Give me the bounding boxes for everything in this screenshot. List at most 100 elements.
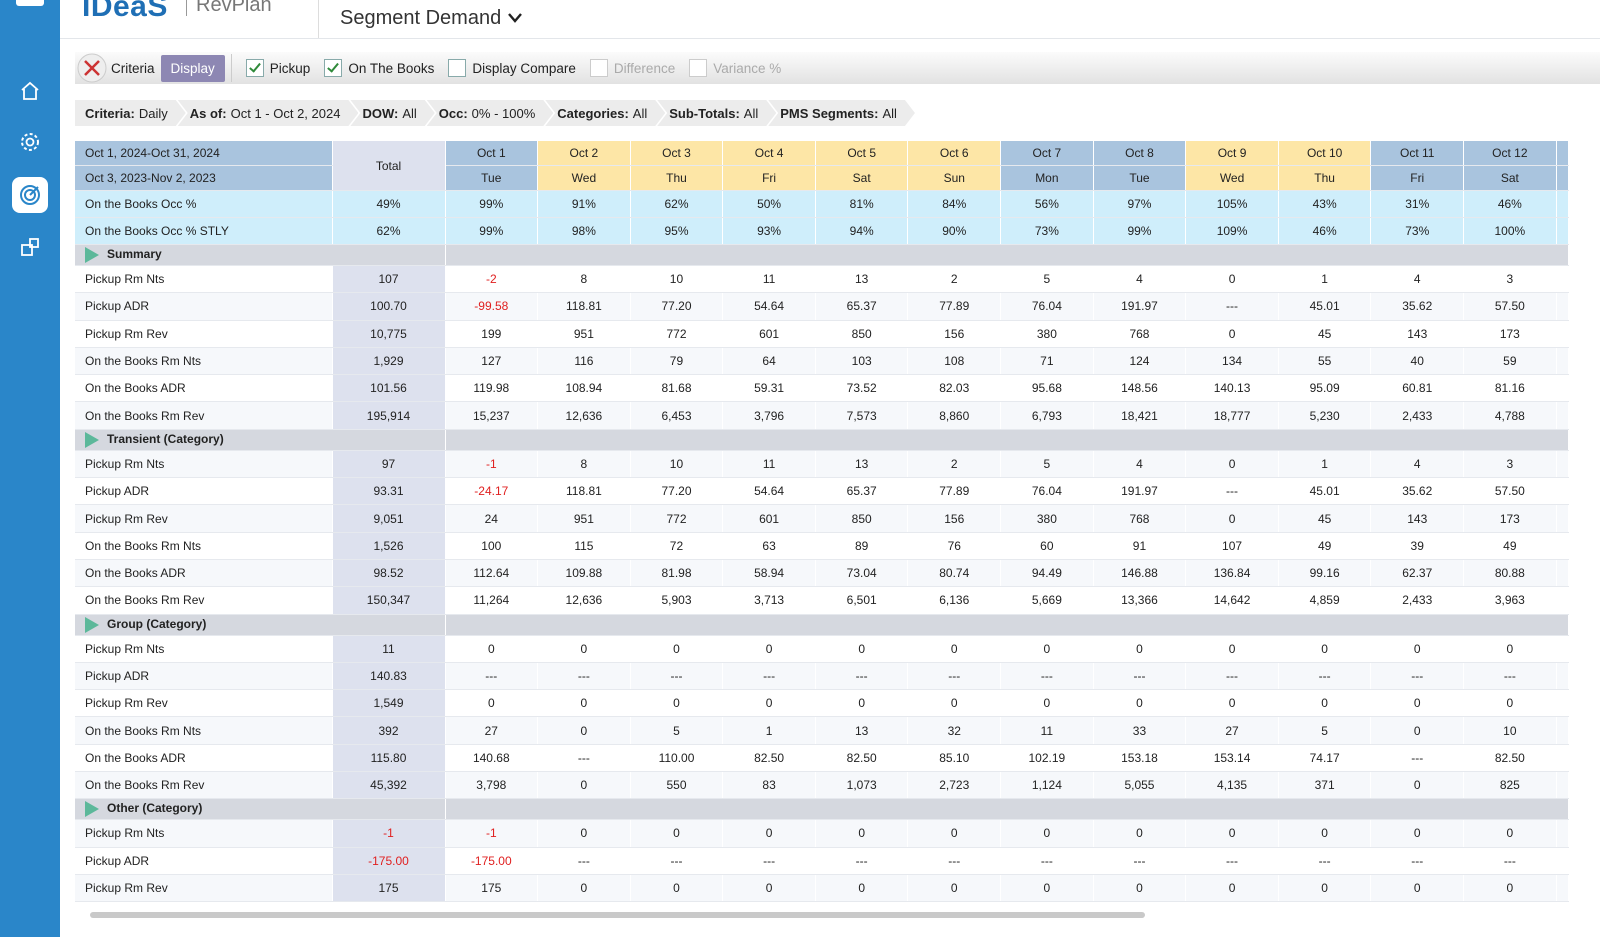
settings-icon[interactable] [12,124,48,160]
criteria-item[interactable]: As of: Oct 1 - Oct 2, 2024 [178,100,359,126]
value-cell: 0 [1185,635,1279,663]
scrollbar[interactable] [90,912,1145,918]
value-cell: 10 [1463,716,1557,745]
value-cell: 73.04 [815,559,909,588]
section-header[interactable]: Other (Category) [75,798,446,821]
row-label: Pickup Rm Nts [75,450,333,479]
value-cell: 90% [907,217,1002,245]
value-cell: 1,073 [815,771,909,800]
value-cell: 82.03 [907,374,1002,403]
tools-icon[interactable] [12,229,48,265]
value-cell: 45.01 [1278,477,1372,506]
value-cell: 4 [1093,450,1187,479]
value-cell: 550 [630,771,724,800]
value-cell: --- [1093,847,1187,875]
value-cell: 0 [1000,874,1094,903]
checkbox[interactable] [324,59,343,77]
day-of-week: Mon [1000,165,1094,191]
value-cell: 0 [1278,635,1372,663]
option[interactable]: Display Compare [448,59,576,77]
header-cell [1556,141,1569,166]
day-date: Oct 4 [722,141,816,166]
value-cell: 146.88 [1093,559,1187,588]
day-of-week: Thu [1278,165,1372,191]
logo: IDeaS [82,0,168,23]
section-name: Group (Category) [107,616,207,631]
value-cell: 3 [1463,450,1557,479]
value-cell: --- [630,662,724,691]
value-cell: 60 [1000,532,1094,560]
value-cell: 0 [815,874,909,903]
cell [1556,559,1569,588]
value-cell: 54.64 [722,292,816,321]
criteria-item[interactable]: Occ: 0% - 100% [427,100,554,126]
value-cell: 2 [907,265,1002,294]
value-cell: 5,903 [630,586,724,615]
criteria-key: PMS Segments: [780,105,879,121]
occupancy-row: On the Books Occ % 49% 99% 91% 62% 50% 81% 84% 5… [75,190,1569,218]
total-cell: 93.31 [332,477,446,506]
page-title[interactable]: Segment Demand [340,7,523,30]
row-label: Pickup Rm Nts [75,819,333,848]
value-cell: --- [1185,477,1279,506]
day-of-week: Fri [1370,165,1465,191]
cell [1556,477,1569,506]
row-label: Pickup ADR [75,662,333,691]
cell [1556,874,1569,903]
row-label: On the Books Rm Nts [75,532,333,560]
section-header[interactable]: Transient (Category) [75,429,446,451]
data-row: On the Books Rm Nts 392 27 0 5 1 13 32 11 33 27 5 0 1… [75,716,1569,745]
option-label: Display Compare [472,60,576,76]
value-cell: 371 [1278,771,1372,800]
criteria-item[interactable]: PMS Segments: All [768,100,915,126]
demand-icon[interactable] [12,177,48,213]
day-date: Oct 9 [1185,141,1279,166]
value-cell: 82.50 [1463,744,1557,773]
value-cell: 14,642 [1185,586,1279,615]
checkbox[interactable] [245,59,264,77]
value-cell: 13 [815,716,909,745]
section-name: Summary [107,247,162,262]
criteria-item[interactable]: DOW: All [350,100,434,126]
checkbox[interactable] [448,59,467,77]
option[interactable]: Pickup [245,59,310,77]
value-cell: --- [1093,662,1187,691]
section-header[interactable]: Summary [75,244,446,266]
day-date: Oct 6 [907,141,1002,166]
value-cell: 1 [1278,450,1372,479]
criteria-button[interactable]: Criteria [77,53,155,83]
value-cell: --- [1278,662,1372,691]
total-cell: 49% [332,190,446,218]
value-cell: 95.68 [1000,374,1094,403]
value-cell: 54.64 [722,477,816,506]
value-cell: 81.68 [630,374,724,403]
data-row: On the Books ADR 101.56 119.98 108.94 81.68 5… [75,374,1569,403]
section-name: Transient (Category) [107,431,224,446]
total-cell: 100.70 [332,292,446,321]
occupancy-row: On the Books Occ % STLY 62% 99% 98% 95% 93% 94… [75,217,1569,245]
value-cell: 0 [537,771,631,800]
value-cell: 39 [1370,532,1465,560]
data-row: On the Books Rm Rev 195,914 15,237 12,636 6,… [75,401,1569,430]
option[interactable]: On The Books [324,59,434,77]
value-cell: --- [1463,662,1557,691]
value-cell: 13 [815,450,909,479]
criteria-item[interactable]: Sub-Totals: All [657,100,776,126]
row-label: On the Books ADR [75,744,333,773]
data-row: Pickup Rm Nts 11 0 0 0 0 0 0 0 0 0 0 0 0 [75,635,1569,663]
data-row: On the Books Rm Rev 45,392 3,798 0 550 83 1,07… [75,771,1569,800]
sidebar-top-button[interactable] [16,0,44,6]
value-cell: 0 [537,689,631,718]
cell [1556,401,1569,430]
display-button[interactable]: Display [160,54,225,82]
criteria-item[interactable]: Criteria: Daily [75,100,186,126]
value-cell: 3,963 [1463,586,1557,615]
row-label: On the Books Rm Rev [75,401,333,430]
value-cell: --- [815,847,909,875]
value-cell: 50% [722,190,816,218]
section-header[interactable]: Group (Category) [75,614,446,636]
value-cell: 99% [445,190,539,218]
value-cell: --- [1370,847,1465,875]
criteria-item[interactable]: Categories: All [545,100,665,126]
home-icon[interactable] [12,73,48,109]
